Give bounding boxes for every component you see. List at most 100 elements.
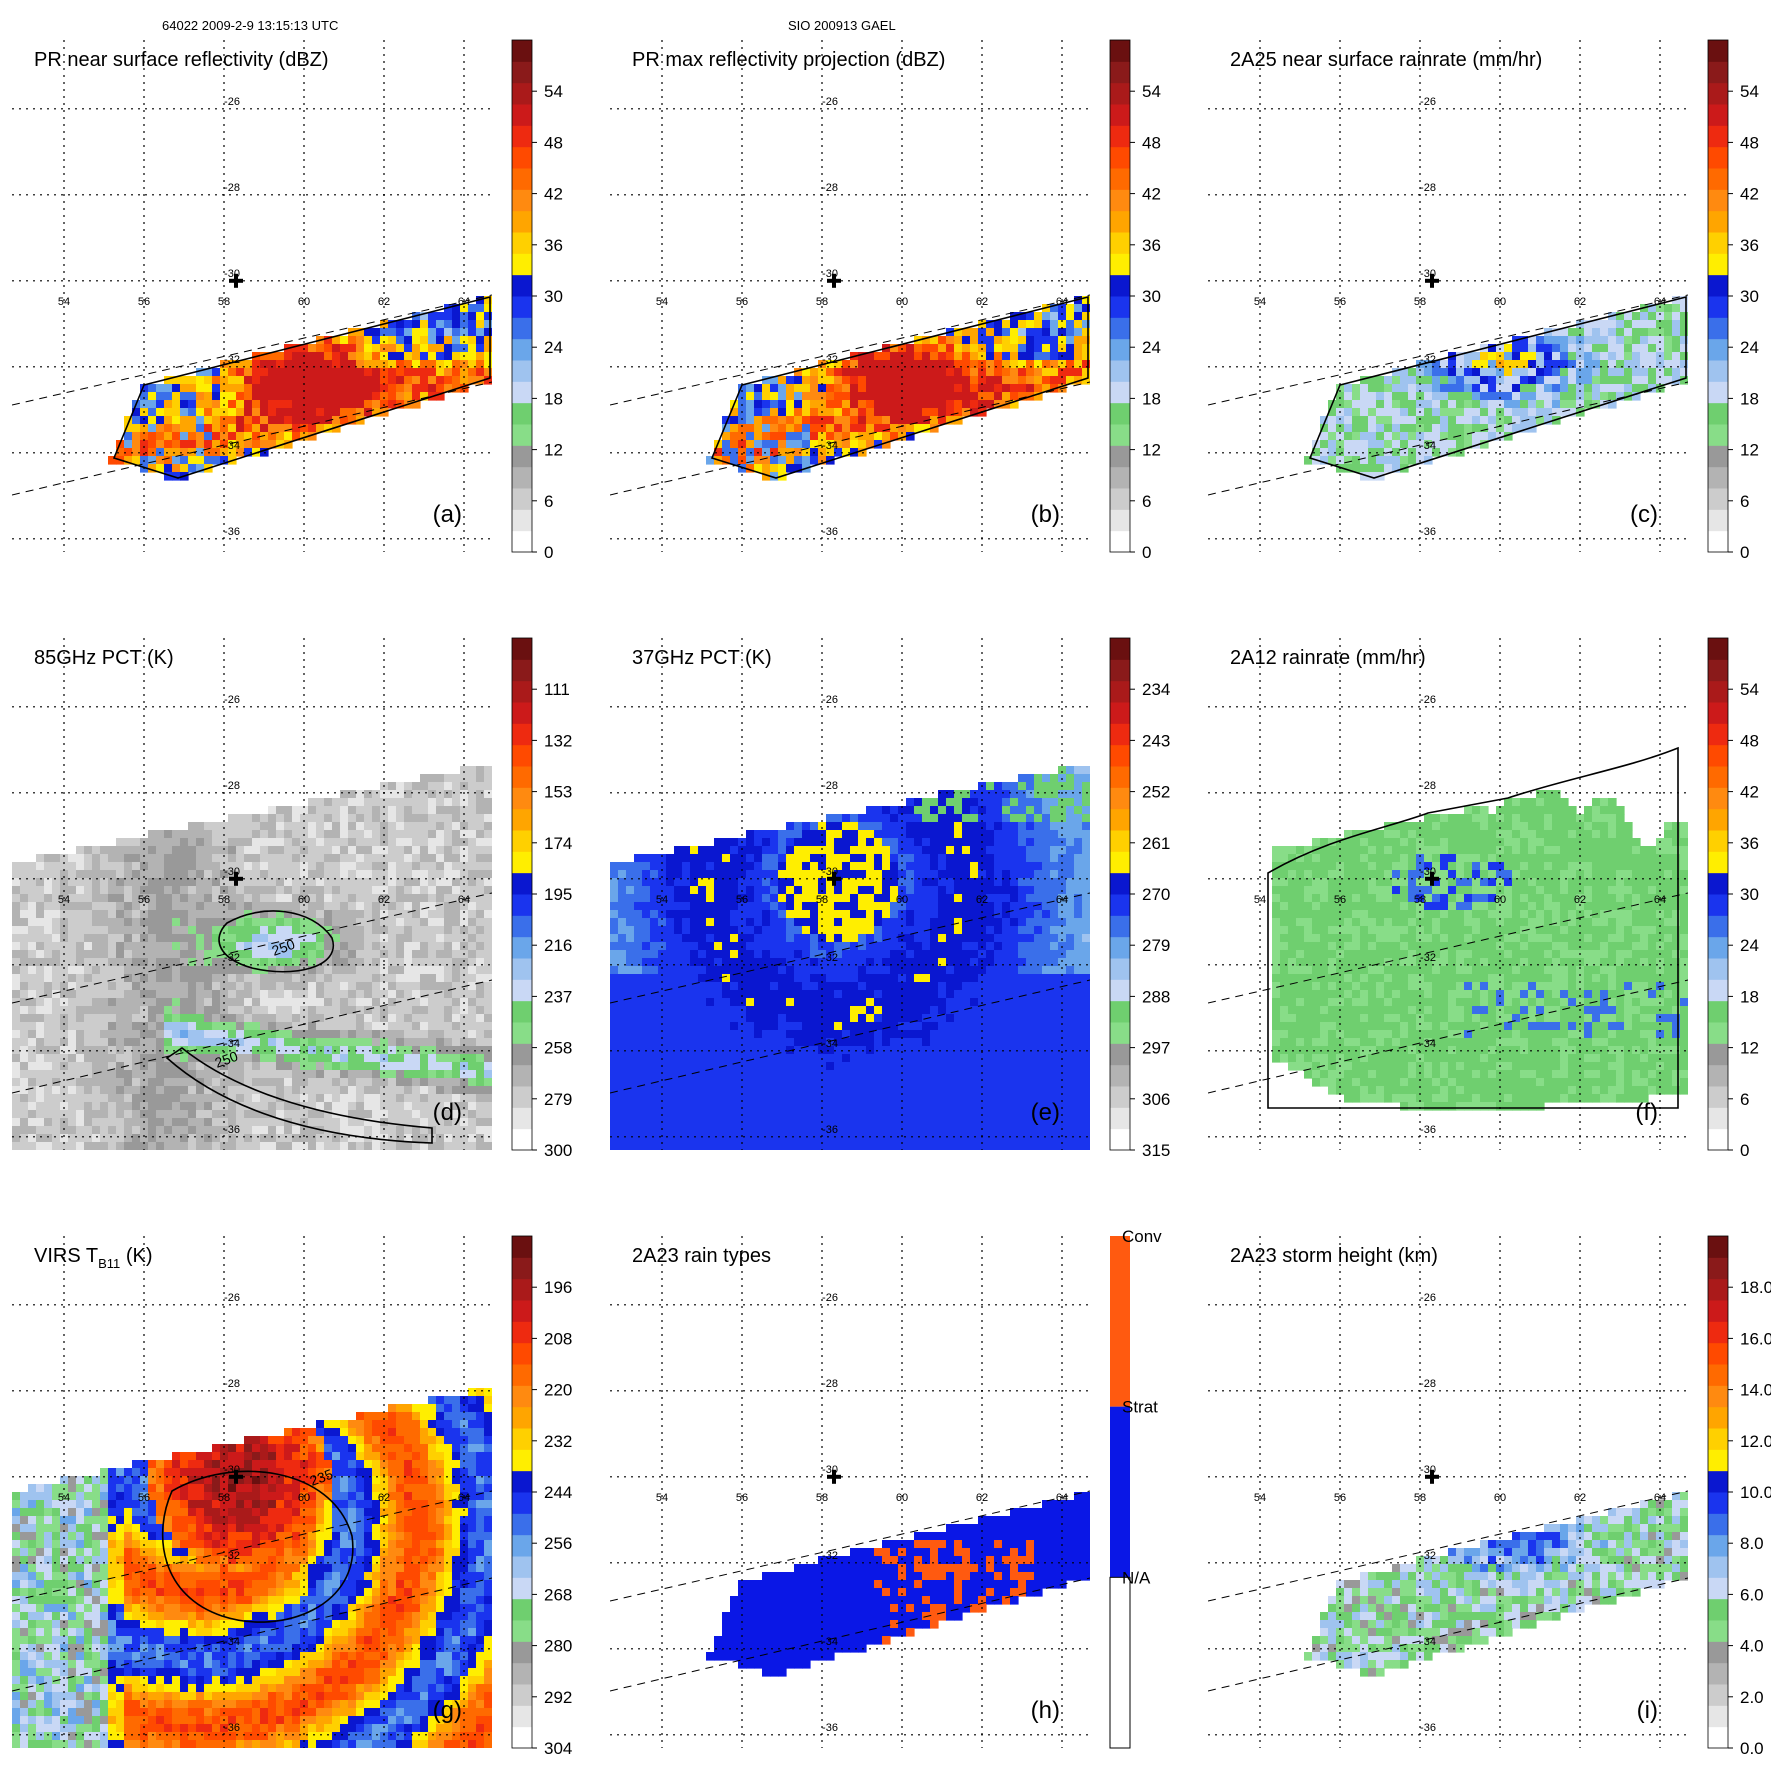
lon-label: 58 — [1414, 296, 1426, 308]
swath-edges — [610, 294, 1090, 496]
colorbar: N/A Strat Conv — [1109, 1227, 1162, 1749]
colorbar-tick: 18 — [1142, 389, 1161, 408]
contour-250-eyewall — [218, 910, 335, 973]
storm-center-marker — [229, 1469, 243, 1484]
colorbar-tick: 6 — [1740, 492, 1749, 511]
lat-label: -36 — [1420, 1722, 1436, 1734]
colorbar-tick: 132 — [544, 731, 572, 750]
colorbar-tick: 6 — [1142, 492, 1151, 511]
colorbar-tick: 12 — [1740, 1039, 1759, 1058]
swath-edges — [610, 1490, 1090, 1692]
colorbar: 0 6 12 18 24 30 36 42 48 54 — [511, 39, 563, 562]
colorbar-tick: 216 — [544, 936, 572, 955]
colorbar-category: Conv — [1122, 1227, 1162, 1246]
lon-label: 58 — [218, 1492, 230, 1504]
colorbar-tick: 279 — [1142, 936, 1170, 955]
contour-label: 250 — [213, 1048, 241, 1071]
lon-label: 54 — [1254, 894, 1266, 906]
colorbar-tick: 54 — [1740, 82, 1759, 101]
lon-label: 64 — [1056, 1492, 1068, 1504]
colorbar-tick: 18 — [1740, 389, 1759, 408]
lon-label: 54 — [58, 296, 70, 308]
lon-label: 58 — [816, 894, 828, 906]
colorbar-tick: 12 — [1740, 441, 1759, 460]
colorbar-tick: 42 — [1740, 185, 1759, 204]
colorbar: 0 6 12 18 24 30 36 42 48 54 — [1707, 39, 1759, 562]
graticule — [610, 638, 1090, 1150]
panel-title: 2A23 storm height (km) — [1230, 1245, 1438, 1267]
swath-edges — [1208, 1490, 1688, 1692]
colorbar-tick: 6 — [1740, 1090, 1749, 1109]
lat-label: -36 — [224, 1124, 240, 1136]
colorbar-tick: 12.0 — [1740, 1432, 1771, 1451]
lon-label: 60 — [896, 296, 908, 308]
colorbar-tick: 0 — [1740, 543, 1749, 562]
colorbar: 315 306 297 288 279 270 261 252 243 234 — [1109, 637, 1170, 1160]
lon-label: 58 — [816, 296, 828, 308]
contour-swath-edge — [1308, 295, 1687, 479]
lon-label: 60 — [896, 1492, 908, 1504]
colorbar-tick: 304 — [544, 1739, 572, 1758]
storm-center-marker — [1425, 871, 1439, 886]
lon-label: 54 — [656, 1492, 668, 1504]
colorbar-tick: 243 — [1142, 731, 1170, 750]
colorbar-tick: 153 — [544, 783, 572, 802]
colorbar-tick: 297 — [1142, 1039, 1170, 1058]
graticule — [12, 638, 492, 1150]
colorbar-tick: 288 — [1142, 987, 1170, 1006]
colorbar-tick: 18 — [1740, 987, 1759, 1006]
panel-label: (i) — [1637, 1697, 1658, 1724]
colorbar-tick: 14.0 — [1740, 1381, 1771, 1400]
colorbar-tick: 268 — [544, 1585, 572, 1604]
lat-label: -36 — [822, 1722, 838, 1734]
colorbar-tick: 261 — [1142, 834, 1170, 853]
contour-250-rainband — [165, 1047, 433, 1144]
panel-label: (a) — [433, 501, 462, 528]
lon-label: 54 — [656, 296, 668, 308]
colorbar: 0 6 12 18 24 30 36 42 48 54 — [1109, 39, 1161, 562]
lon-label: 56 — [138, 894, 150, 906]
lon-label: 62 — [378, 1492, 390, 1504]
panel-label: (d) — [433, 1099, 462, 1126]
lat-label: -26 — [1420, 96, 1436, 108]
panel-title: 2A12 rainrate (mm/hr) — [1230, 647, 1426, 669]
lon-label: 60 — [1494, 1492, 1506, 1504]
lat-label: -28 — [1420, 780, 1436, 792]
colorbar-tick: 36 — [1142, 236, 1161, 255]
lat-label: -34 — [822, 440, 838, 452]
lat-label: -34 — [224, 1636, 240, 1648]
lat-label: -28 — [822, 1378, 838, 1390]
lat-label: -34 — [1420, 1038, 1436, 1050]
panel-label: (h) — [1031, 1697, 1060, 1724]
lat-label: -26 — [224, 694, 240, 706]
colorbar-tick: 256 — [544, 1534, 572, 1553]
colorbar-tick: 208 — [544, 1329, 572, 1348]
lat-label: -36 — [1420, 526, 1436, 538]
data-field — [12, 1388, 492, 1748]
lat-label: -32 — [822, 1550, 838, 1562]
lon-label: 56 — [736, 1492, 748, 1504]
lat-label: -36 — [822, 526, 838, 538]
lat-label: -28 — [822, 182, 838, 194]
colorbar-tick: 48 — [1740, 133, 1759, 152]
lat-label: -28 — [224, 1378, 240, 1390]
panel-title: PR near surface reflectivity (dBZ) — [34, 49, 329, 71]
colorbar-tick: 292 — [544, 1688, 572, 1707]
contour-lines — [1308, 295, 1687, 479]
lon-label: 60 — [1494, 296, 1506, 308]
colorbar-tick: 174 — [544, 834, 572, 853]
lat-label: -26 — [822, 694, 838, 706]
lat-label: -34 — [224, 440, 240, 452]
lon-label: 58 — [218, 894, 230, 906]
data-field — [706, 1492, 1090, 1677]
colorbar-tick: 195 — [544, 885, 572, 904]
colorbar-tick: 36 — [1740, 236, 1759, 255]
panel-title: 2A25 near surface rainrate (mm/hr) — [1230, 49, 1542, 71]
